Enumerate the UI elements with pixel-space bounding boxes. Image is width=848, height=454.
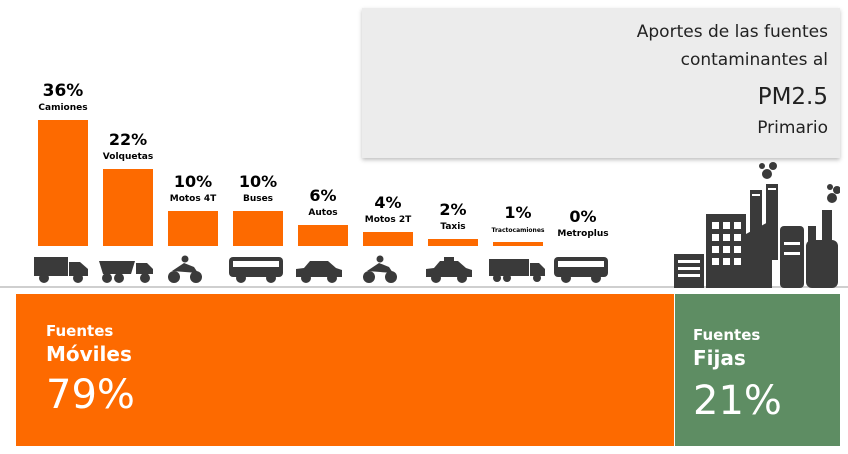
- value-label-0: 36%: [43, 81, 84, 101]
- ground-line: [0, 286, 848, 288]
- category-label-7: Tractocamiones: [492, 227, 545, 234]
- value-label-4: 6%: [309, 186, 336, 205]
- title-line-2: contaminantes al: [680, 50, 828, 70]
- category-label-6: Taxis: [440, 222, 465, 232]
- taxi-icon: [426, 257, 472, 283]
- category-label-4: Autos: [308, 208, 337, 218]
- value-label-7: 1%: [504, 203, 531, 222]
- title-line-3: PM2.5: [757, 84, 828, 110]
- category-label-0: Camiones: [38, 103, 87, 113]
- category-label-5: Motos 2T: [365, 215, 412, 225]
- metroplus-bus-icon: [554, 257, 608, 283]
- fijas-label-1: Fuentes: [693, 326, 761, 344]
- value-label-6: 2%: [439, 200, 466, 219]
- bar-7: [493, 242, 543, 246]
- bus-icon: [229, 257, 283, 283]
- tractor-trailer-icon: [489, 259, 545, 282]
- group-fijas-box: Fuentes Fijas 21%: [675, 294, 840, 446]
- bar-chart: 36% Camiones 22% Volquetas 10% Motos 4T 10% Bus…: [34, 81, 609, 283]
- value-label-5: 4%: [374, 193, 401, 212]
- bar-2: [168, 211, 218, 246]
- moviles-label-2: Móviles: [46, 342, 132, 366]
- dump-truck-icon: [99, 261, 153, 283]
- fijas-label-2: Fijas: [693, 346, 746, 370]
- bar-4: [298, 225, 348, 246]
- category-label-8: Metroplus: [557, 229, 608, 239]
- category-label-2: Motos 4T: [170, 194, 217, 204]
- bar-0: [38, 120, 88, 246]
- bar-1: [103, 169, 153, 246]
- moviles-percentage: 79%: [46, 372, 135, 418]
- factory-icon: [674, 162, 840, 288]
- category-label-1: Volquetas: [103, 152, 153, 162]
- motorcycle-icon: [168, 255, 202, 283]
- truck-icon: [34, 257, 88, 283]
- title-line-4: Primario: [757, 118, 828, 138]
- group-moviles-box: Fuentes Móviles 79%: [16, 294, 674, 446]
- title-line-1: Aportes de las fuentes: [636, 22, 828, 42]
- fijas-percentage: 21%: [693, 378, 782, 424]
- moviles-label-1: Fuentes: [46, 322, 114, 340]
- bar-5: [363, 232, 413, 246]
- value-label-2: 10%: [174, 172, 212, 191]
- title-box: Aportes de las fuentes contaminantes al …: [362, 8, 840, 158]
- car-icon: [296, 261, 342, 283]
- value-label-8: 0%: [569, 207, 596, 226]
- motorcycle-icon: [363, 255, 397, 283]
- bar-6: [428, 239, 478, 246]
- value-label-3: 10%: [239, 172, 277, 191]
- category-label-3: Buses: [243, 194, 273, 204]
- bar-3: [233, 211, 283, 246]
- value-label-1: 22%: [109, 130, 147, 149]
